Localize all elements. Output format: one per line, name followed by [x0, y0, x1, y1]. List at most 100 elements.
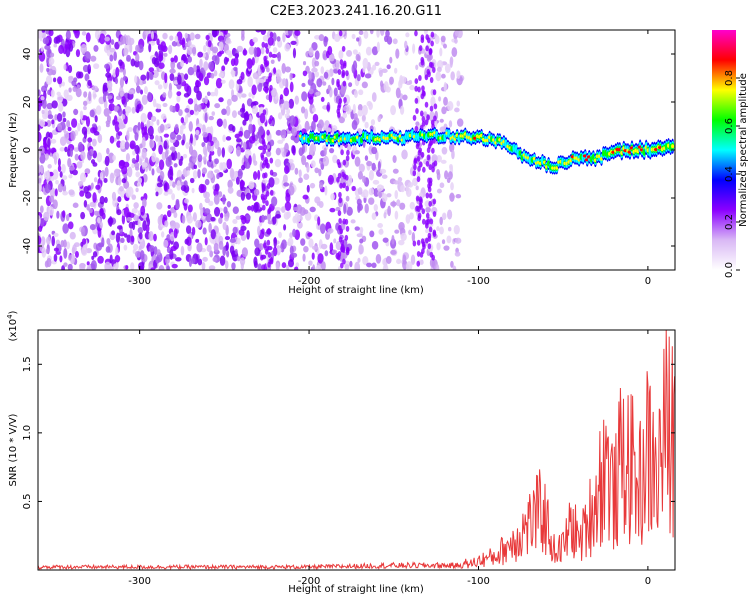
- noise-speckle: [443, 43, 447, 49]
- noise-speckle: [189, 109, 195, 116]
- noise-speckle: [308, 88, 314, 95]
- noise-speckle: [202, 44, 207, 53]
- noise-speckle: [449, 192, 455, 202]
- noise-speckle: [140, 74, 147, 81]
- noise-speckle: [406, 261, 413, 270]
- noise-speckle: [169, 131, 176, 140]
- noise-speckle: [249, 114, 253, 125]
- noise-speckle: [281, 206, 286, 213]
- noise-speckle: [57, 183, 64, 193]
- noise-speckle: [199, 58, 203, 69]
- snr-series-line: [38, 330, 675, 570]
- noise-speckle: [318, 168, 322, 177]
- noise-speckle: [156, 202, 163, 210]
- noise-speckle: [92, 192, 97, 203]
- noise-speckle: [184, 114, 189, 124]
- noise-speckle: [43, 170, 50, 180]
- noise-speckle: [54, 114, 58, 121]
- noise-speckle: [73, 108, 79, 116]
- noise-speckle: [47, 164, 52, 169]
- noise-speckle: [436, 226, 440, 232]
- noise-speckle: [179, 39, 185, 46]
- noise-speckle: [439, 126, 446, 133]
- noise-speckle: [149, 138, 153, 149]
- noise-speckle: [75, 87, 82, 98]
- noise-speckle: [231, 94, 238, 102]
- noise-speckle: [396, 199, 401, 207]
- noise-speckle: [390, 249, 397, 255]
- noise-speckle: [95, 243, 103, 251]
- noise-speckle: [166, 234, 171, 242]
- noise-speckle: [394, 190, 399, 200]
- noise-speckle: [89, 109, 95, 118]
- noise-speckle: [141, 162, 148, 168]
- noise-speckle: [134, 250, 142, 258]
- noise-speckle: [226, 250, 230, 258]
- noise-speckle: [428, 177, 433, 184]
- noise-speckle: [210, 229, 216, 240]
- noise-speckle: [138, 262, 145, 270]
- noise-speckle: [421, 241, 426, 248]
- noise-speckle: [226, 98, 232, 106]
- noise-speckle: [181, 139, 185, 146]
- noise-speckle: [130, 262, 135, 270]
- noise-speckle: [325, 50, 330, 59]
- noise-speckle: [394, 210, 399, 220]
- noise-speckle: [131, 163, 135, 169]
- noise-speckle: [404, 40, 408, 49]
- x-tick-label: -300: [128, 576, 151, 587]
- noise-speckle: [56, 94, 64, 103]
- noise-speckle: [369, 230, 375, 238]
- noise-speckle: [204, 191, 210, 199]
- noise-speckle: [62, 111, 66, 118]
- noise-speckle: [288, 185, 295, 196]
- noise-speckle: [123, 244, 128, 251]
- noise-speckle: [80, 211, 86, 220]
- noise-speckle: [131, 106, 136, 114]
- noise-speckle: [53, 43, 58, 48]
- noise-speckle: [394, 67, 398, 74]
- noise-speckle: [126, 217, 133, 222]
- noise-speckle: [96, 152, 103, 163]
- noise-speckle: [193, 64, 197, 73]
- noise-speckle: [419, 198, 423, 205]
- noise-speckle: [163, 124, 169, 131]
- noise-speckle: [134, 144, 140, 155]
- noise-speckle: [121, 96, 126, 105]
- noise-speckle: [412, 170, 417, 177]
- noise-speckle: [261, 41, 266, 48]
- noise-speckle: [104, 63, 110, 69]
- noise-speckle: [409, 212, 414, 220]
- noise-speckle: [264, 87, 269, 94]
- noise-speckle: [140, 205, 146, 216]
- noise-speckle: [49, 195, 55, 203]
- noise-speckle: [188, 256, 193, 268]
- noise-speckle: [192, 170, 198, 180]
- noise-speckle: [176, 94, 181, 103]
- noise-speckle: [370, 119, 376, 126]
- noise-speckle: [340, 262, 344, 269]
- noise-speckle: [175, 198, 180, 205]
- noise-speckle: [441, 146, 448, 155]
- noise-speckle: [43, 211, 50, 221]
- noise-speckle: [418, 74, 422, 81]
- noise-speckle: [93, 63, 100, 70]
- noise-speckle: [337, 69, 342, 76]
- noise-speckle: [267, 36, 274, 46]
- noise-speckle: [109, 172, 115, 184]
- noise-speckle: [324, 250, 329, 257]
- noise-speckle: [181, 54, 186, 62]
- noise-speckle: [436, 66, 442, 73]
- noise-speckle: [352, 103, 356, 115]
- noise-speckle: [261, 264, 265, 270]
- noise-speckle: [151, 56, 157, 65]
- noise-speckle: [377, 160, 381, 171]
- noise-speckle: [336, 254, 341, 261]
- noise-speckle: [52, 199, 58, 210]
- noise-speckle: [127, 37, 135, 46]
- noise-speckle: [261, 138, 266, 145]
- noise-speckle: [378, 229, 384, 235]
- noise-speckle: [338, 236, 343, 243]
- spectrogram-x-ticks: -300 -200 -100 0: [128, 30, 651, 287]
- noise-speckle: [322, 81, 327, 86]
